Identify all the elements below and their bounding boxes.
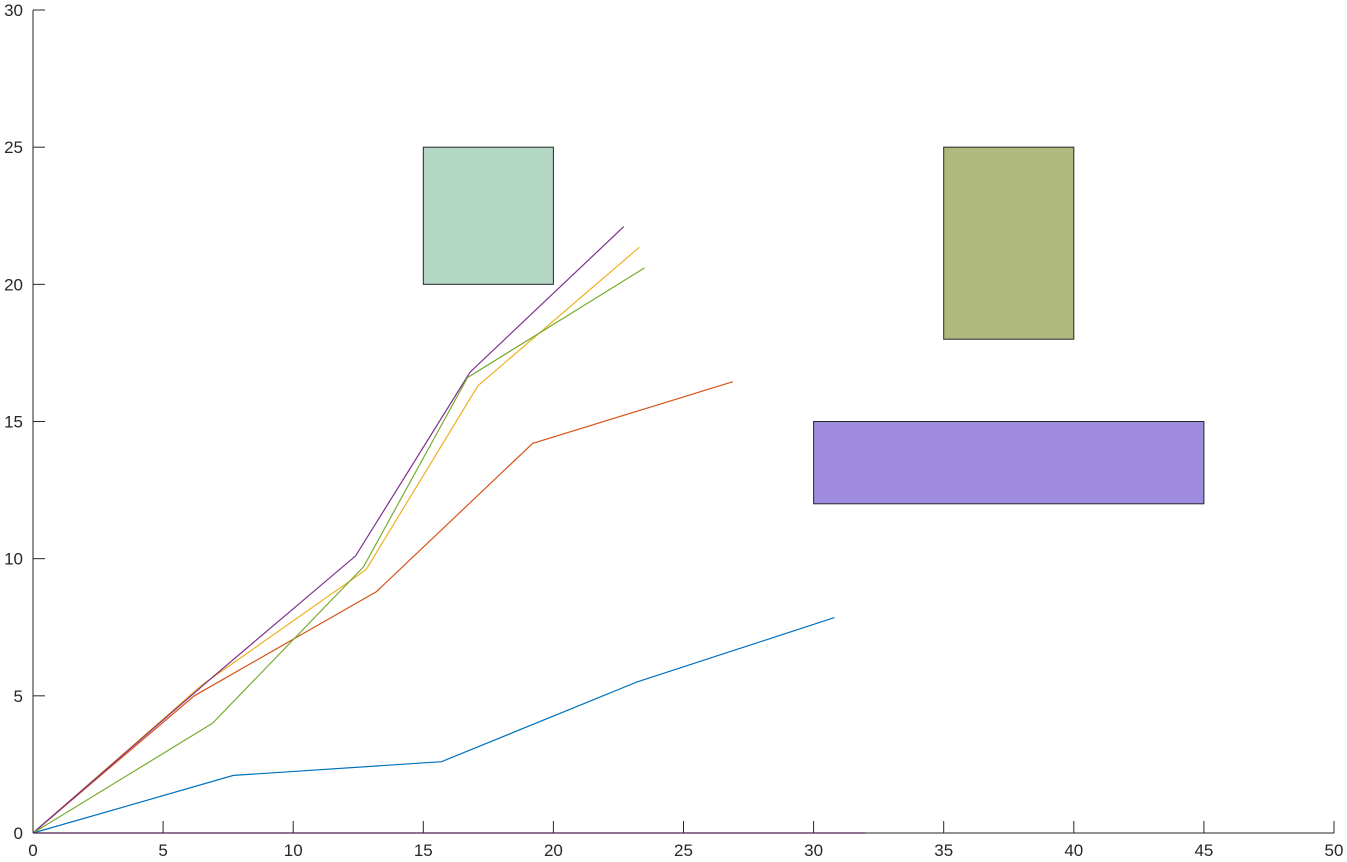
x-tick-label: 0 xyxy=(28,841,37,860)
y-tick-label: 10 xyxy=(4,550,23,569)
x-tick-label: 25 xyxy=(674,841,693,860)
series-line-2 xyxy=(32,381,734,834)
x-tick-label: 5 xyxy=(158,841,167,860)
y-tick-label: 30 xyxy=(4,1,23,20)
series-line-5 xyxy=(32,267,645,834)
series-lines xyxy=(32,226,866,834)
x-tick-label: 40 xyxy=(1064,841,1083,860)
y-tick-label: 25 xyxy=(4,138,23,157)
x-tick-label: 30 xyxy=(804,841,823,860)
y-tick-label: 20 xyxy=(4,275,23,294)
obstacle-rect-2 xyxy=(943,146,1075,340)
y-tick-label: 15 xyxy=(4,413,23,432)
series-line-1 xyxy=(32,617,835,834)
x-tick-label: 35 xyxy=(934,841,953,860)
y-tick-label: 0 xyxy=(14,824,23,843)
y-axis-ticks: 0 5 10 15 20 25 30 xyxy=(4,1,45,843)
y-tick-label: 5 xyxy=(14,687,23,706)
obstacle-rect-1 xyxy=(422,146,554,285)
x-tick-label: 15 xyxy=(414,841,433,860)
obstacle-rects xyxy=(422,146,1205,505)
series-line-3 xyxy=(32,246,640,834)
obstacle-rect-3 xyxy=(813,421,1205,505)
series-line-4 xyxy=(32,226,625,834)
x-tick-label: 50 xyxy=(1325,841,1344,860)
x-axis-ticks: 0 5 10 15 20 25 30 35 40 45 50 xyxy=(28,821,1343,860)
x-tick-label: 45 xyxy=(1194,841,1213,860)
x-tick-label: 20 xyxy=(544,841,563,860)
x-tick-label: 10 xyxy=(284,841,303,860)
